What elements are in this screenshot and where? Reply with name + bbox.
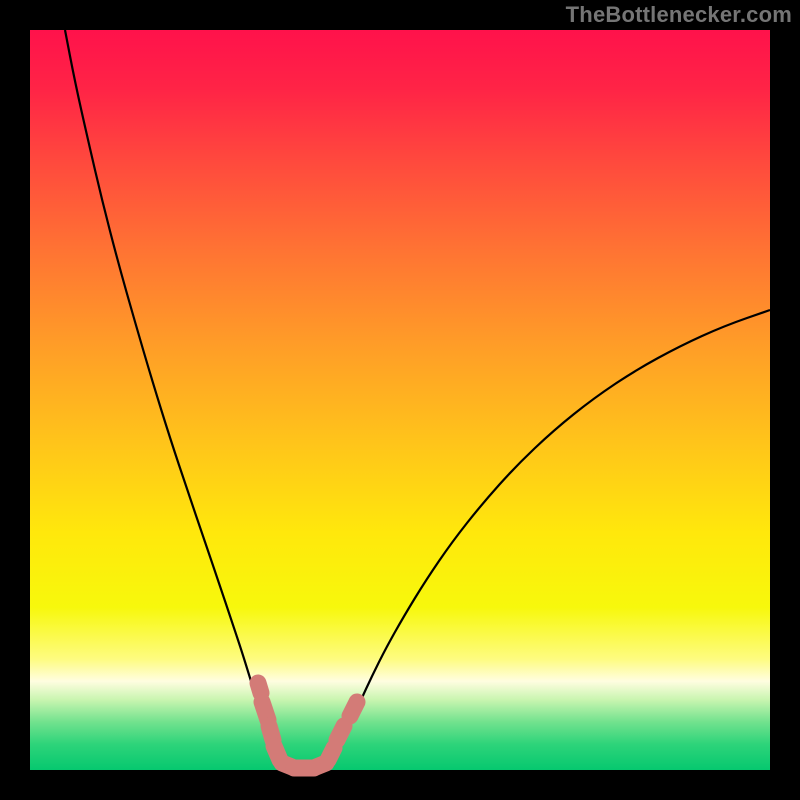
plot-background xyxy=(30,30,770,770)
valley-bead xyxy=(350,702,357,716)
chart-container: TheBottlenecker.com xyxy=(0,0,800,800)
valley-bead xyxy=(337,726,344,740)
valley-bead xyxy=(328,748,334,760)
valley-bead xyxy=(258,683,261,693)
valley-bead xyxy=(262,702,268,720)
watermark-text: TheBottlenecker.com xyxy=(566,2,792,28)
bottleneck-curve-chart xyxy=(0,0,800,800)
